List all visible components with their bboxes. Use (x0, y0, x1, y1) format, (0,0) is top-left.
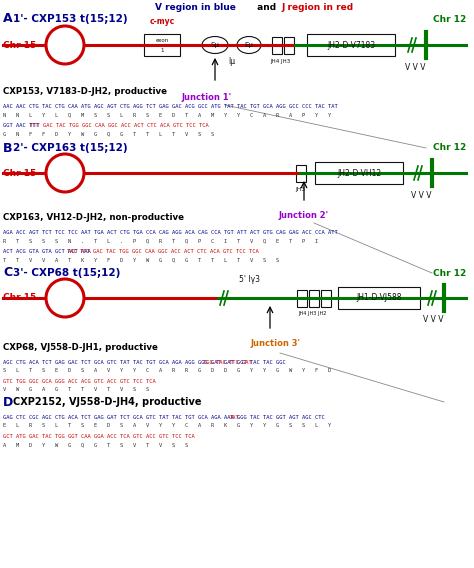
FancyBboxPatch shape (315, 162, 403, 184)
Text: Chr 12: Chr 12 (433, 269, 466, 278)
Text: AAC AAC CTG TAC CTG CAA ATG AGC AGT CTG AGG TCT GAG GAC ACG GCC ATG TAT TAC TGT : AAC AAC CTG TAC CTG CAA ATG AGC AGT CTG … (3, 104, 338, 109)
Text: V V V: V V V (405, 62, 425, 72)
Text: Chr 15: Chr 15 (3, 40, 36, 49)
Text: 1'- CXP153 t(15;12): 1'- CXP153 t(15;12) (13, 14, 128, 24)
Text: AGA ACC AGT TCT TCC TCC AAT TGA ACT CTG TGA CCA CAG AGG ACA CAG CCA TGT ATT ACT : AGA ACC AGT TCT TCC TCC AAT TGA ACT CTG … (3, 230, 338, 235)
Text: Chr 15: Chr 15 (3, 169, 36, 177)
Text: A   M   D   Y   W   G   Q   G   T   S   V   T   V   S   S: A M D Y W G Q G T S V T V S S (3, 442, 188, 447)
Text: D: D (3, 395, 13, 408)
Text: JH2-D-VH12: JH2-D-VH12 (337, 169, 381, 177)
Text: CXP2152, VJ558-D-JH4, productive: CXP2152, VJ558-D-JH4, productive (13, 397, 201, 407)
Text: JH2-D-V7183: JH2-D-V7183 (327, 40, 375, 49)
FancyBboxPatch shape (272, 36, 282, 53)
Text: JH3: JH3 (295, 186, 305, 191)
Text: J region in red: J region in red (281, 3, 353, 12)
Text: V V V: V V V (423, 315, 443, 324)
Text: CXP153, V7183-D-JH2, productive: CXP153, V7183-D-JH2, productive (3, 87, 167, 97)
Text: Eμ: Eμ (245, 42, 254, 48)
Text: T   T   V   V   A   T   K   Y   F   D   Y   W   G   Q   G   T   T   L   T   V   : T T V V A T K Y F D Y W G Q G T T L T V (3, 257, 279, 262)
Text: Junction 2': Junction 2' (279, 211, 329, 219)
Text: CXP68, VJ558-D-JH1, productive: CXP68, VJ558-D-JH1, productive (3, 344, 158, 353)
Text: R   T   S   S   S   N   .   T   L   .   P   Q   R   T   Q   P   C   I   T   V   : R T S S S N . T L . P Q R T Q P C I T V (3, 238, 318, 243)
Text: Junction 1': Junction 1' (182, 93, 232, 102)
FancyBboxPatch shape (309, 290, 319, 307)
Text: 2'- CXP163 t(15;12): 2'- CXP163 t(15;12) (13, 143, 128, 153)
Text: JH4 JH3 JH2: JH4 JH3 JH2 (298, 311, 326, 316)
Text: TAC TTT GAC TAC TGG GGC CAA GGC ACC ACT CTC ACA GTC TCC TCA: TAC TTT GAC TAC TGG GGC CAA GGC ACC ACT … (66, 249, 258, 254)
Text: JH1-D-VJ588: JH1-D-VJ588 (356, 294, 402, 303)
FancyBboxPatch shape (297, 290, 307, 307)
Text: GAG CTC CGC AGC CTG ACA TCT GAG GAT TCT GCA GTC TAT TAC TGT GCA AGA AAA GGG TAC : GAG CTC CGC AGC CTG ACA TCT GAG GAT TCT … (3, 415, 328, 420)
Text: Chr 12: Chr 12 (433, 15, 466, 23)
Text: AGC CTG ACA TCT GAG GAC TCT GCA GTC TAT TAC TGT GCA AGA AGG GGG GAT GAT GGT TAC : AGC CTG ACA TCT GAG GAC TCT GCA GTC TAT … (3, 360, 289, 365)
FancyBboxPatch shape (321, 290, 331, 307)
Text: Chr 12: Chr 12 (433, 144, 466, 152)
Text: N   N   L   Y   L   Q   M   S   S   L   R   S   E   D   T   A   M   Y   Y   C   : N N L Y L Q M S S L R S E D T A M Y Y C (3, 112, 331, 117)
Text: and: and (254, 3, 279, 12)
Text: Chr 15: Chr 15 (3, 294, 36, 303)
Text: 5' Iγ3: 5' Iγ3 (239, 275, 261, 285)
Text: JH4 JH3: JH4 JH3 (270, 59, 290, 64)
FancyBboxPatch shape (284, 36, 294, 53)
Text: TGG TAC TTC GAT: TGG TAC TTC GAT (203, 360, 252, 365)
Text: exon: exon (155, 39, 169, 44)
Text: V   W   G   A   G   T   T   V   T   V   S   S: V W G A G T T V T V S S (3, 387, 149, 392)
Text: S   L   T   S   E   D   S   A   V   Y   Y   C   A   R   R   G   D   D   G   Y   : S L T S E D S A V Y Y C A R R G D D G Y (3, 368, 331, 373)
FancyBboxPatch shape (144, 34, 180, 56)
Text: TTT GAC TAC TGG GGC CAA GGC ACC ACT CTC ACA GTC TCC TCA: TTT GAC TAC TGG GGC CAA GGC ACC ACT CTC … (30, 123, 209, 128)
Text: CXP163, VH12-D-JH2, non-productive: CXP163, VH12-D-JH2, non-productive (3, 214, 184, 223)
Text: E   L   R   S   L   T   S   E   D   S   A   V   Y   Y   C   A   R   K   G   Y   : E L R S L T S E D S A V Y Y C A R K G Y (3, 423, 331, 428)
Text: ACT ACG GTA GTA GCT ACT AAA: ACT ACG GTA GTA GCT ACT AAA (3, 249, 94, 254)
Text: TAT: TAT (230, 415, 240, 420)
Text: Sμ: Sμ (210, 42, 219, 48)
Text: 3'- CXP68 t(15;12): 3'- CXP68 t(15;12) (13, 268, 120, 278)
Text: C: C (3, 266, 12, 279)
Text: 1: 1 (160, 48, 164, 52)
Text: A: A (3, 12, 13, 26)
Text: Iμ: Iμ (228, 56, 236, 65)
FancyBboxPatch shape (307, 34, 395, 56)
FancyBboxPatch shape (296, 165, 306, 182)
Text: GCT ATG GAC TAC TGG GGT CAA GGA ACC TCA GTC ACC GTC TCC TCA: GCT ATG GAC TAC TGG GGT CAA GGA ACC TCA … (3, 434, 195, 439)
Text: G   N   F   F   D   Y   W   G   Q   G   T   T   L   T   V   S   S: G N F F D Y W G Q G T T L T V S S (3, 131, 214, 136)
Text: V V V: V V V (411, 190, 431, 199)
Text: GTC TGG GGC GCA GGG ACC ACG GTC ACC GTC TCC TCA: GTC TGG GGC GCA GGG ACC ACG GTC ACC GTC … (3, 379, 156, 384)
Text: Junction 3': Junction 3' (250, 340, 300, 349)
FancyBboxPatch shape (338, 287, 420, 309)
Text: GGT AAC TTT: GGT AAC TTT (3, 123, 42, 128)
Text: B: B (3, 141, 12, 154)
Text: V region in blue: V region in blue (155, 3, 236, 12)
Text: c-myc: c-myc (149, 16, 174, 26)
